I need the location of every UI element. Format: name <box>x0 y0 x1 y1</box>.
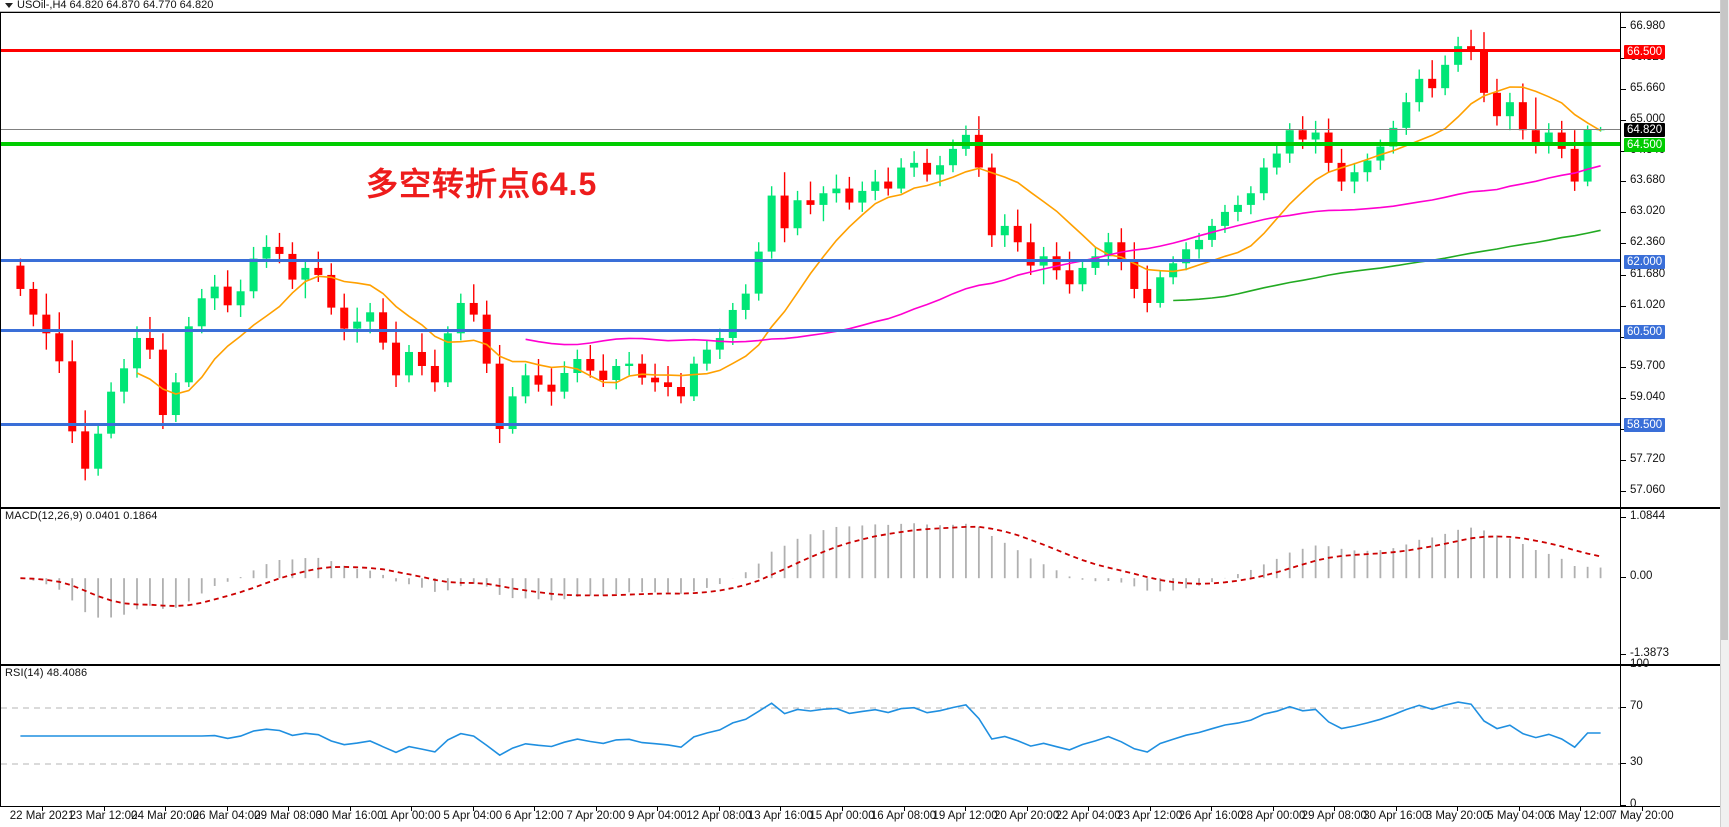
time-axis-label: 29 Mar 08:00 <box>254 810 323 822</box>
time-axis-label: 28 Apr 00:00 <box>1240 810 1306 822</box>
time-tick <box>42 807 43 811</box>
time-tick <box>1272 807 1274 811</box>
time-tick <box>1457 807 1459 811</box>
time-tick <box>165 807 167 811</box>
macd-axis[interactable]: 1.0844 0.00 -1.3873 <box>1620 509 1728 664</box>
time-tick <box>472 807 474 811</box>
macd-indicator-panel[interactable]: MACD(12,26,9) 0.0401 0.1864 1.0844 0.00 -1… <box>0 508 1729 665</box>
time-tick <box>349 807 351 811</box>
time-tick <box>288 807 290 811</box>
time-axis-label: 19 Apr 12:00 <box>932 810 998 822</box>
time-axis-label: 7 May 20:00 <box>1610 810 1674 822</box>
chevron-down-icon[interactable] <box>5 3 13 8</box>
rsi-plot-area[interactable] <box>1 666 1620 806</box>
time-tick <box>595 807 597 811</box>
support-tag-60500: 60.500 <box>1624 324 1666 339</box>
time-axis-label: 6 May 12:00 <box>1548 810 1613 822</box>
time-tick <box>411 807 413 811</box>
level-line-64500 <box>1 142 1620 147</box>
time-tick <box>1149 807 1151 811</box>
time-axis-label: 20 Apr 20:00 <box>993 810 1060 822</box>
time-tick <box>103 807 105 811</box>
current-price-tag: 64.820 <box>1624 123 1666 138</box>
time-axis-label: 16 Apr 08:00 <box>870 810 937 822</box>
time-axis-label: 9 Apr 04:00 <box>627 810 687 822</box>
level-line-66500 <box>1 49 1620 53</box>
time-axis-label: 1 Apr 00:00 <box>381 810 441 822</box>
current-price-line <box>1 128 1620 130</box>
time-axis-label: 3 May 20:00 <box>1425 810 1490 822</box>
price-plot-area[interactable]: 多空转折点64.5 <box>1 13 1620 507</box>
level-line-62000 <box>1 259 1620 263</box>
macd-series <box>20 523 1602 618</box>
support-tag-58500: 58.500 <box>1624 418 1666 433</box>
rsi-axis[interactable]: 100 70 30 0 <box>1620 658 1728 810</box>
time-axis-label: 24 Mar 20:00 <box>131 810 199 822</box>
time-axis-label: 23 Mar 12:00 <box>69 810 138 822</box>
level-line-60500 <box>1 329 1620 333</box>
macd-header-label: MACD(12,26,9) 0.0401 0.1864 <box>5 510 158 522</box>
time-tick <box>1211 807 1213 811</box>
time-axis-label: 5 Apr 04:00 <box>443 810 503 822</box>
price-axis[interactable]: 66.98066.32065.66065.00064.34063.68063.0… <box>1620 13 1728 507</box>
time-tick <box>1395 807 1397 811</box>
rsi-series <box>1 701 1620 765</box>
time-axis-label: 26 Mar 04:00 <box>192 810 261 822</box>
time-axis-label: 12 Apr 08:00 <box>686 810 752 822</box>
macd-plot-area[interactable] <box>1 509 1620 664</box>
time-tick <box>1580 807 1582 811</box>
time-tick <box>965 807 967 811</box>
time-axis-label: 22 Mar 2021 <box>9 810 75 822</box>
time-tick <box>226 807 228 811</box>
rsi-header-label: RSI(14) 48.4086 <box>5 667 88 679</box>
vertical-scrollbar[interactable] <box>1720 0 1729 827</box>
resistance-tag-66500: 66.500 <box>1624 44 1666 59</box>
time-tick <box>657 807 659 811</box>
rsi-indicator-panel[interactable]: RSI(14) 48.4086 100 70 30 0 <box>0 658 1729 810</box>
level-line-58500 <box>1 422 1620 426</box>
time-tick <box>1334 807 1336 811</box>
symbol-ohlc-label: USOil-,H4 64.820 64.870 64.770 64.820 <box>17 0 214 11</box>
time-axis-label: 6 Apr 12:00 <box>504 810 564 822</box>
chart-title-bar: USOil-,H4 64.820 64.870 64.770 64.820 <box>0 0 1729 12</box>
pivot-tag-64500: 64.500 <box>1624 138 1666 153</box>
time-axis-label: 15 Apr 00:00 <box>809 810 875 822</box>
time-axis-label: 23 Apr 12:00 <box>1117 810 1183 822</box>
time-tick <box>534 807 536 811</box>
time-axis-label: 13 Apr 16:00 <box>747 810 814 822</box>
time-axis-label: 30 Apr 16:00 <box>1363 810 1429 822</box>
time-axis-label: 7 Apr 20:00 <box>566 810 626 822</box>
time-axis-label: 30 Mar 16:00 <box>315 810 384 822</box>
time-tick <box>842 807 843 811</box>
chart-annotation-text: 多空转折点64.5 <box>366 166 598 202</box>
time-axis-label: 5 May 04:00 <box>1487 810 1551 822</box>
time-tick <box>718 807 720 811</box>
candlestick-series <box>16 29 1605 481</box>
time-axis-label: 26 Apr 16:00 <box>1178 810 1244 822</box>
support-tag-62000: 62.000 <box>1624 254 1666 269</box>
time-tick <box>1088 807 1090 811</box>
price-chart-panel[interactable]: 多空转折点64.5 66.98066.32065.66065.00064.340… <box>0 12 1729 508</box>
time-axis[interactable]: 22 Mar 2021 23 Mar 12:00 24 Mar 20:00 26 Ma… <box>0 807 1729 827</box>
time-tick <box>903 807 905 811</box>
time-tick <box>1642 807 1643 811</box>
time-tick <box>780 807 782 811</box>
time-axis-label: 22 Apr 04:00 <box>1055 810 1121 822</box>
time-axis-label: 29 Apr 08:00 <box>1301 810 1367 822</box>
scrollbar-thumb[interactable] <box>1721 0 1728 640</box>
time-tick <box>1026 807 1028 811</box>
time-tick <box>1518 807 1520 811</box>
